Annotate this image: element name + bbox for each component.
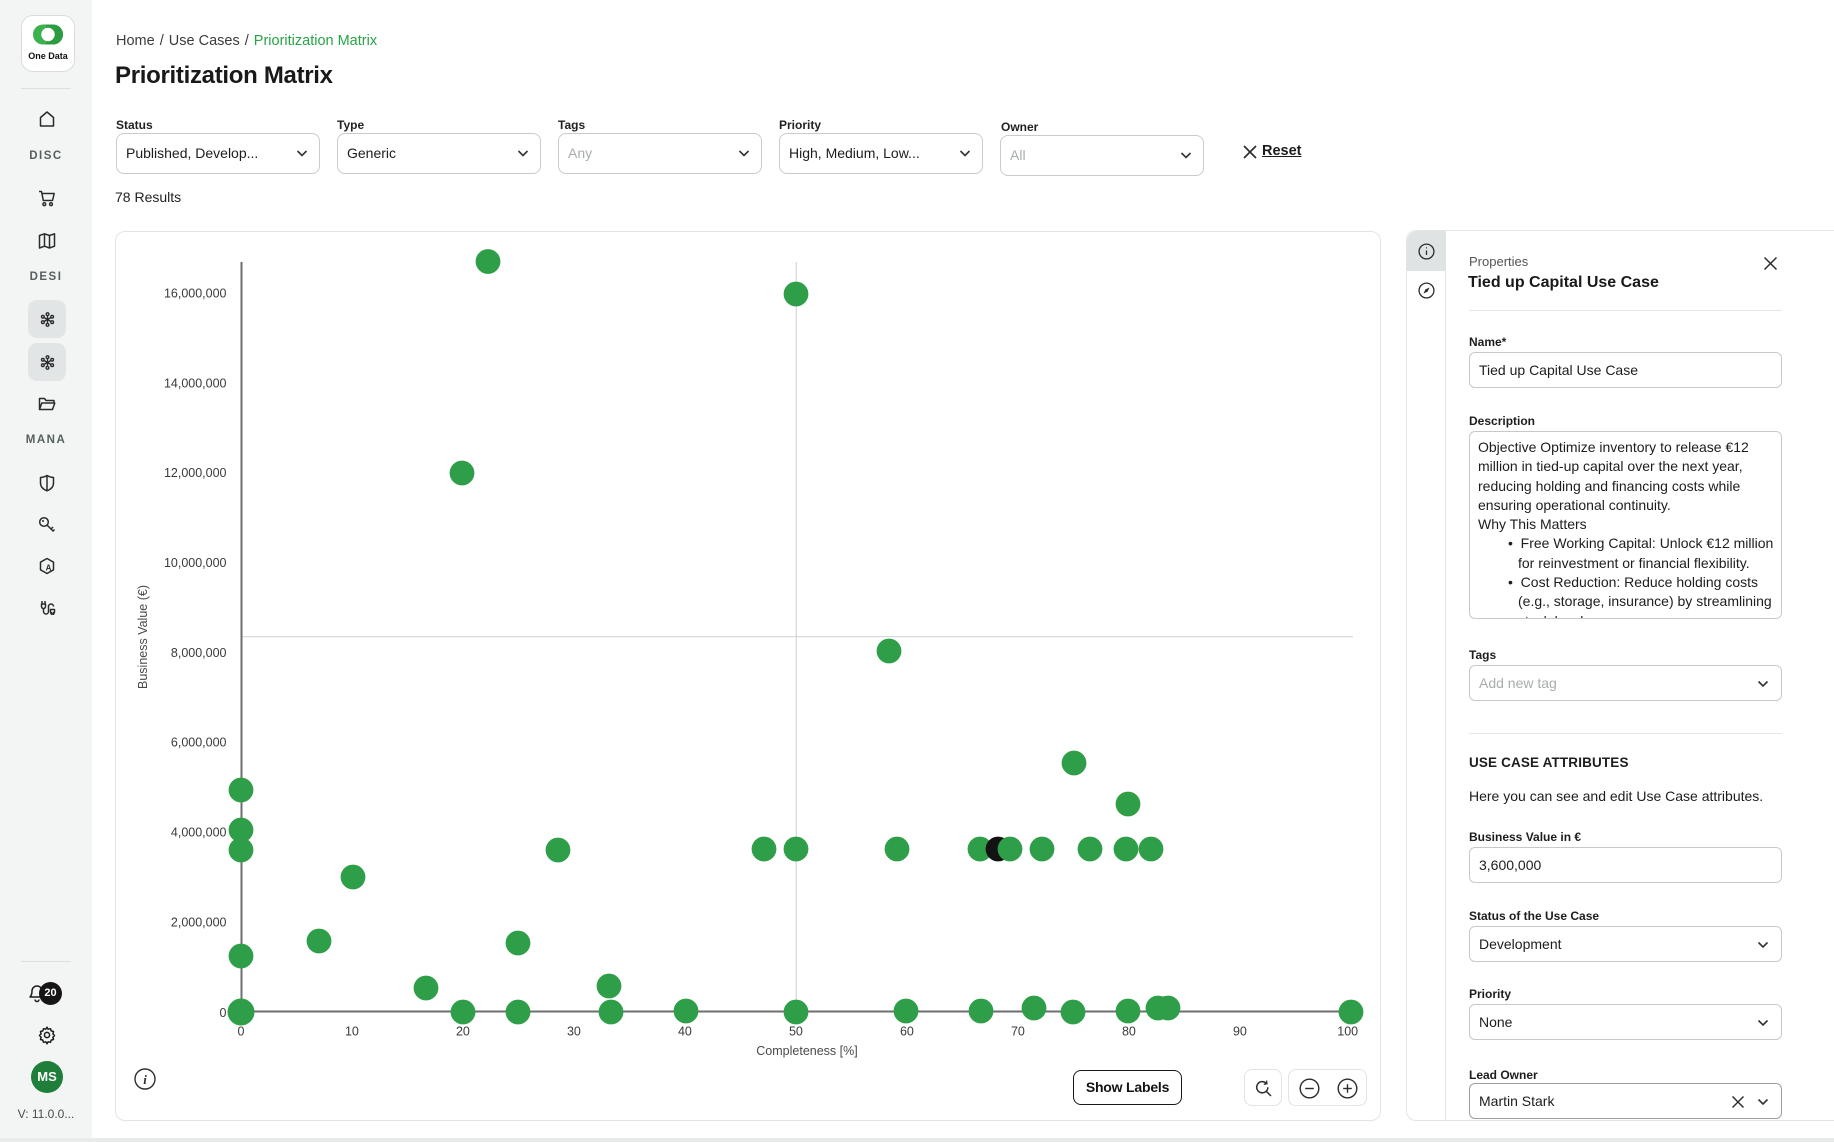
svg-text:16,000,000: 16,000,000 xyxy=(164,287,227,301)
svg-text:2,000,000: 2,000,000 xyxy=(171,915,227,929)
svg-text:0: 0 xyxy=(220,1006,227,1020)
svg-text:A: A xyxy=(46,564,52,573)
svg-text:40: 40 xyxy=(678,1025,692,1039)
svg-text:6,000,000: 6,000,000 xyxy=(171,736,227,750)
svg-text:12,000,000: 12,000,000 xyxy=(164,466,227,480)
svg-text:8,000,000: 8,000,000 xyxy=(171,646,227,660)
svg-text:90: 90 xyxy=(1233,1025,1247,1039)
svg-text:0: 0 xyxy=(238,1025,245,1039)
svg-text:50: 50 xyxy=(789,1025,803,1039)
svg-text:10,000,000: 10,000,000 xyxy=(164,556,227,570)
svg-text:Completeness [%]: Completeness [%] xyxy=(756,1044,857,1058)
svg-text:80: 80 xyxy=(1122,1025,1136,1039)
svg-text:14,000,000: 14,000,000 xyxy=(164,376,227,390)
svg-text:70: 70 xyxy=(1011,1025,1025,1039)
svg-text:i: i xyxy=(143,1072,147,1087)
svg-text:60: 60 xyxy=(900,1025,914,1039)
svg-text:20: 20 xyxy=(456,1025,470,1039)
svg-text:100: 100 xyxy=(1337,1025,1358,1039)
svg-text:30: 30 xyxy=(567,1025,581,1039)
svg-text:10: 10 xyxy=(345,1025,359,1039)
svg-text:Business Value (€): Business Value (€) xyxy=(136,585,150,689)
svg-text:4,000,000: 4,000,000 xyxy=(171,826,227,840)
